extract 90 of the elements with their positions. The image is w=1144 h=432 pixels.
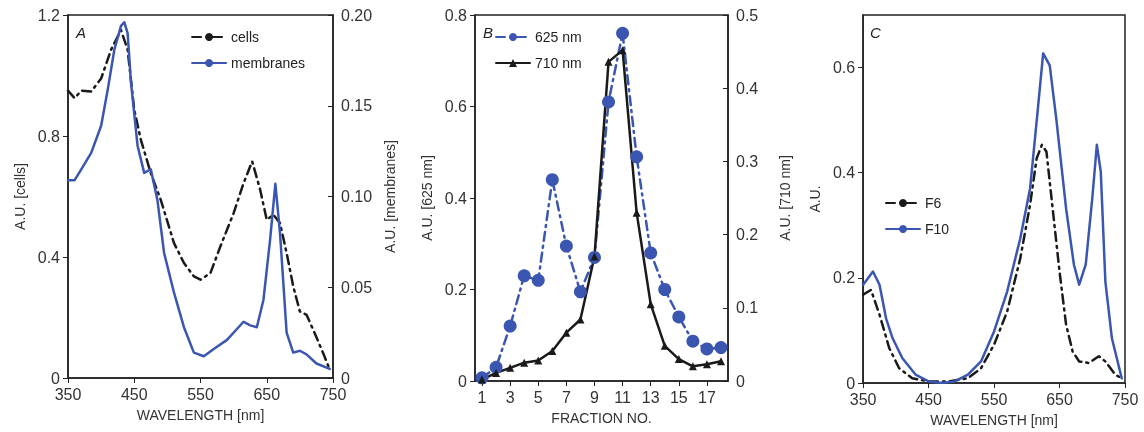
x-tick-label: 750 [319,385,347,403]
point [716,357,725,366]
x-tick-label: 3 [505,388,515,406]
annotation: A [75,24,87,41]
x-tick-label: 650 [1046,390,1073,408]
x-axis-title: FRACTION NO. [551,410,652,426]
y-tick-label: 0.2 [444,281,468,298]
y2-tick-label: 0.05 [341,278,373,296]
y2-tick-label: 0.1 [736,299,759,317]
point [672,310,686,324]
point [658,283,672,296]
point [714,341,728,355]
point [534,356,543,365]
x-axis-title: WAVELENGTH [nm] [136,407,265,423]
x-tick-label: 350 [54,385,82,403]
y-tick-label: 0.2 [832,269,856,287]
y2-tick-label: 0.5 [736,6,759,24]
y-tick-label: 0.8 [444,6,468,24]
y2-tick-label: 0.2 [736,226,759,244]
annotation: C [870,24,881,41]
y-tick-label: 0 [51,369,61,387]
point [559,239,573,253]
point [630,150,644,164]
point [517,269,531,283]
x-tick-label: 350 [849,390,877,408]
y2-tick-label: 0.10 [341,188,373,205]
y-tick-label: 0.8 [37,127,61,145]
x-tick-label: 550 [187,385,214,403]
point [632,208,641,217]
legend-label: cells [231,29,260,45]
y-tick-label: 0.4 [832,164,856,182]
x-tick-label: 750 [1111,390,1139,408]
point [492,368,501,377]
y2-tick-label: 0.15 [341,97,373,115]
x-tick-label: 1 [477,388,487,406]
point [576,315,585,324]
point [618,46,627,55]
y2-tick-label: 0.4 [736,79,759,97]
point [660,341,669,350]
x-tick-label: 11 [614,388,631,406]
point [700,342,714,356]
point [674,355,683,364]
x-tick-label: 650 [253,385,281,403]
x-tick-label: 450 [120,385,148,403]
point [520,358,529,367]
y2-tick-label: 0.3 [736,152,759,170]
legend-label: 625 nm [535,29,582,45]
y2-tick-label: 0 [736,372,745,390]
x-axis-title: WAVELENGTH [nm] [930,412,1058,428]
y2-tick-label: 0 [341,369,350,387]
y-tick-label: 0.6 [444,98,468,115]
x-tick-label: 5 [533,388,543,406]
point [686,334,700,348]
point [702,360,711,369]
legend-label: membranes [231,55,305,71]
x-tick-label: 13 [641,388,660,406]
y-tick-label: 0.4 [444,189,468,207]
point [562,328,571,337]
y-axis-title: A.U. [cells] [11,163,28,230]
x-tick-label: 550 [980,390,1008,408]
x-tick-label: 9 [590,388,600,406]
x-tick-label: 17 [698,388,716,406]
y-tick-label: 1.2 [37,6,61,24]
y-tick-label: 0 [458,372,468,390]
y-tick-label: 0.6 [832,59,856,77]
point [616,26,630,40]
x-tick-label: 450 [915,390,943,408]
x-tick-label: 15 [669,388,688,406]
legend-label: F10 [925,221,950,237]
y2-tick-label: 0.20 [341,6,373,24]
point [531,273,545,287]
annotation: B [483,24,494,41]
point [602,95,616,109]
legend-label: 710 nm [535,55,582,71]
point [489,360,503,374]
y2-axis-title: A.U. [membranes] [382,140,399,253]
point [503,319,517,333]
y-axis-title: A.U. [807,185,823,213]
point [506,363,515,372]
point [573,285,587,299]
point [644,246,658,260]
point [604,57,613,66]
legend-label: F6 [925,195,942,211]
y-tick-label: 0 [846,374,856,392]
point [548,346,557,355]
point [545,173,559,187]
y2-axis-title: A.U. [710 nm] [777,155,793,241]
y-tick-label: 0.4 [37,248,61,266]
x-tick-label: 7 [561,388,571,406]
y-axis-title: A.U. [625 nm] [418,155,435,241]
